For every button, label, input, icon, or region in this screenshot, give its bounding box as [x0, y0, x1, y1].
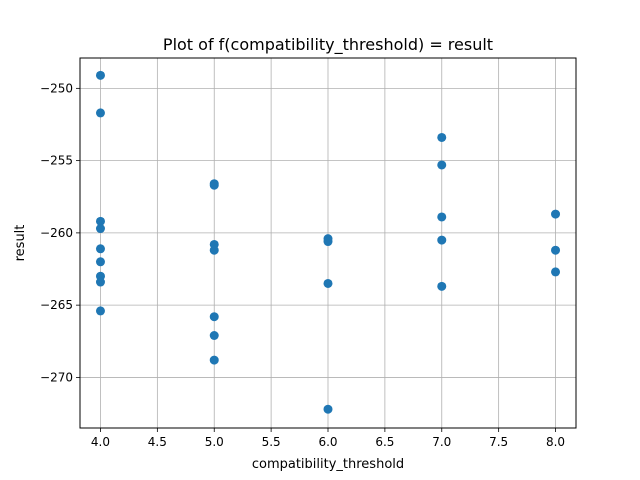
data-point — [437, 235, 447, 245]
data-point — [209, 245, 219, 255]
y-axis-label: result — [13, 225, 28, 262]
data-point — [95, 277, 105, 287]
data-point — [95, 70, 105, 80]
data-point — [323, 237, 333, 247]
x-axis-ticks: 4.0 4.5 5.0 5.5 6.0 6.5 7.0 7.5 8.0 — [91, 428, 565, 449]
data-point — [95, 216, 105, 226]
data-point — [95, 244, 105, 254]
x-axis-label: compatibility_threshold — [252, 457, 404, 472]
data-point — [95, 306, 105, 316]
y-tick-label: −270 — [40, 370, 73, 384]
data-point — [95, 224, 105, 234]
y-axis-ticks: −250 −255 −260 −265 −270 — [40, 81, 80, 384]
data-points — [95, 70, 561, 414]
data-point — [209, 355, 219, 365]
data-point — [209, 312, 219, 322]
chart-title: Plot of f(compatibility_threshold) = res… — [163, 35, 493, 55]
data-point — [437, 212, 447, 222]
data-point — [551, 245, 561, 255]
data-point — [323, 278, 333, 288]
data-point — [95, 108, 105, 118]
y-tick-label: −255 — [40, 154, 73, 168]
data-point — [437, 160, 447, 170]
data-point — [551, 209, 561, 219]
data-point — [551, 267, 561, 277]
x-tick-label: 6.0 — [318, 435, 337, 449]
x-tick-label: 4.5 — [148, 435, 167, 449]
x-tick-label: 6.5 — [375, 435, 394, 449]
x-tick-label: 5.5 — [262, 435, 281, 449]
x-tick-label: 7.0 — [432, 435, 451, 449]
x-tick-label: 8.0 — [546, 435, 565, 449]
data-point — [209, 331, 219, 340]
y-tick-label: −265 — [40, 298, 73, 312]
data-point — [209, 180, 219, 190]
data-point — [437, 132, 447, 142]
data-point — [437, 281, 447, 291]
data-point — [323, 404, 333, 414]
y-tick-label: −260 — [40, 226, 73, 240]
x-tick-label: 5.0 — [205, 435, 224, 449]
data-point — [95, 257, 105, 267]
x-tick-label: 4.0 — [91, 435, 110, 449]
x-tick-label: 7.5 — [489, 435, 508, 449]
y-tick-label: −250 — [40, 81, 73, 95]
